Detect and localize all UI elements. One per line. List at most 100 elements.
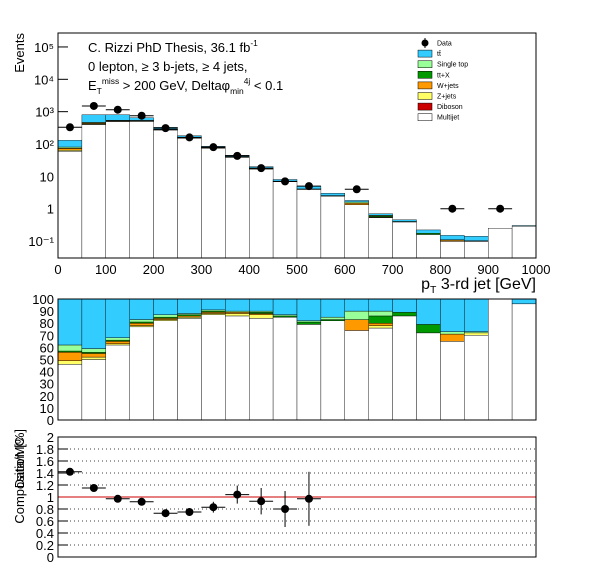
y-tick-label: 1.4	[36, 466, 54, 481]
x-axis-label: pT 3-rd jet [GeV]	[421, 276, 536, 296]
stack-segment	[488, 298, 513, 421]
stack-segment	[296, 189, 322, 259]
ratio-point	[185, 508, 194, 516]
y-tick-label: 70	[40, 328, 54, 343]
legend-label: Data	[437, 41, 452, 48]
stack-segment	[368, 213, 393, 216]
ratio-point	[161, 509, 170, 518]
stack-segment	[440, 341, 465, 421]
annotation: 0 lepton, ≥ 3 b-jets, ≥ 4 jets,	[88, 59, 248, 74]
x-tick-label: 100	[95, 262, 117, 277]
stack-segment	[129, 298, 154, 320]
annotation-part: 0 lepton, ≥ 3 b-jets, ≥ 4 jets,	[88, 59, 248, 74]
stack-segment	[105, 337, 130, 341]
stack-segment	[296, 321, 322, 325]
legend-label: Single top	[437, 62, 468, 69]
stack-segment	[201, 314, 226, 421]
y-tick-label: 1.8	[36, 442, 54, 457]
stack-segment	[416, 229, 441, 234]
y-tick-label: 30	[40, 377, 54, 392]
data-point	[281, 177, 290, 186]
y-tick-label: 0.6	[36, 514, 54, 529]
x-axis-label-part: T	[430, 285, 437, 296]
annotation-part: -1	[250, 38, 258, 48]
stack-segment	[488, 228, 513, 259]
ratio-point	[233, 490, 242, 499]
stack-segment	[440, 331, 465, 335]
x-tick-label: 700	[382, 262, 404, 277]
stack-segment	[57, 360, 83, 365]
legend-swatch	[417, 60, 433, 68]
stack-segment	[225, 313, 250, 317]
stack-segment	[81, 348, 107, 353]
stack-segment	[177, 138, 202, 259]
stack-segment	[320, 193, 345, 196]
legend-label: tt+X	[437, 72, 450, 79]
y-tick-label: 0	[47, 550, 54, 565]
y-tick-label: 90	[40, 304, 54, 319]
annotation-part: E	[88, 78, 97, 93]
stack-segment	[153, 298, 178, 315]
stack-segment	[392, 221, 417, 259]
stack-segment	[177, 298, 202, 314]
x-tick-label: 0	[54, 262, 61, 277]
stack-segment	[57, 148, 83, 151]
y-tick-label: 10²	[35, 137, 54, 152]
stack-segment	[153, 314, 178, 318]
stack-segment	[105, 341, 130, 344]
stack-segment	[344, 204, 369, 259]
stack-segment	[416, 298, 441, 325]
stack-segment	[416, 332, 441, 421]
stack-segment	[105, 298, 130, 338]
stack-segment	[464, 241, 489, 259]
legend-swatch	[417, 49, 433, 58]
y-tick-label: 10³	[35, 105, 54, 120]
annotation: C. Rizzi PhD Thesis, 36.1 fb-1	[88, 38, 258, 55]
stack-segment	[440, 235, 465, 240]
legend-label: Z+jets	[437, 94, 457, 101]
legend-label: tt̄	[437, 50, 441, 58]
stack-segment	[201, 298, 226, 311]
stack-segment	[248, 298, 274, 312]
ratio-point	[113, 494, 122, 503]
plot-frame	[57, 32, 537, 259]
stack-segment	[464, 236, 489, 241]
stack-segment	[464, 298, 489, 332]
data-point	[89, 101, 98, 110]
legend-label: W+jets	[437, 83, 459, 90]
stack-segment	[416, 234, 441, 259]
stack-segment	[81, 359, 107, 421]
stack-segment	[368, 217, 393, 259]
stack-segment	[440, 241, 465, 259]
stack-segment	[57, 298, 83, 346]
stack-segment	[201, 148, 226, 259]
stack-segment	[368, 315, 393, 324]
x-tick-label: 900	[477, 262, 499, 277]
ratio-point	[89, 484, 98, 492]
y-tick-label: 10⁵	[34, 40, 54, 55]
stack-segment	[272, 298, 298, 315]
data-point	[352, 185, 361, 194]
stack-segment	[81, 298, 107, 349]
y-tick-label: 1	[47, 202, 54, 217]
stack-segment	[57, 140, 83, 148]
stack-segment	[57, 352, 83, 361]
data-point	[257, 164, 266, 173]
y-tick-label: 10	[40, 169, 54, 184]
stack-segment	[440, 333, 465, 342]
stack-segment	[440, 298, 465, 332]
y-tick-label: 80	[40, 316, 54, 331]
stack-segment	[344, 330, 369, 421]
data-point	[304, 182, 313, 191]
stack-segment	[272, 181, 298, 259]
annotation-part: C. Rizzi PhD Thesis, 36.1 fb	[88, 40, 250, 55]
stack-segment	[153, 129, 178, 259]
stack-segment	[344, 319, 369, 331]
stack-segment	[511, 225, 537, 259]
annotation-part: < 0.1	[250, 78, 283, 93]
stack-segment	[105, 114, 130, 121]
legend-label: Multijet	[437, 115, 459, 122]
y-tick-label: 100	[32, 292, 54, 307]
stack-segment	[81, 114, 107, 123]
x-tick-label: 500	[286, 262, 308, 277]
